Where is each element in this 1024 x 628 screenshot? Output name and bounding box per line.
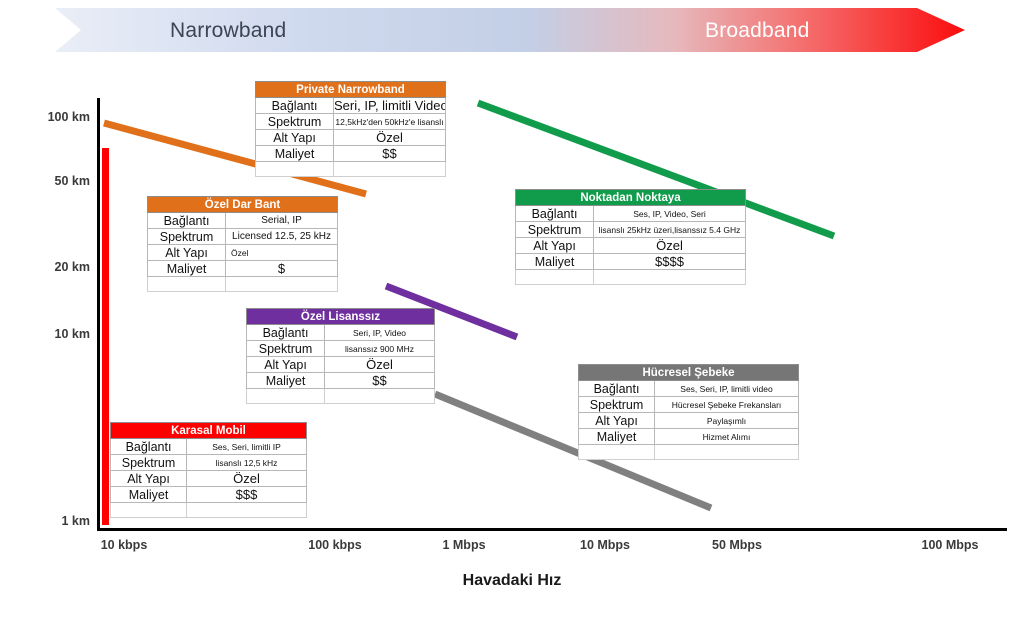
x-axis-title: Havadaki Hız [462, 572, 562, 589]
table-spacer-cell [515, 269, 594, 285]
cell-maliyet: $$ [333, 145, 446, 162]
cell-alt-yapi: Paylaşımlı [654, 412, 799, 429]
range-bar-karasal-mobil [102, 148, 109, 525]
table-title: Karasal Mobil [110, 422, 307, 439]
x-tick-label: 10 kbps [100, 538, 148, 552]
row-label-baglanti: Bağlantı [515, 205, 594, 222]
row-label-spektrum: Spektrum [515, 221, 594, 238]
row-label-spektrum: Spektrum [110, 454, 187, 471]
cell-maliyet: $$$ [186, 486, 307, 503]
cell-baglanti: Ses, Seri, limitli IP [186, 438, 307, 455]
row-label-spektrum: Spektrum [246, 340, 325, 357]
y-tick-label: 10 km [54, 327, 90, 341]
tech-table-noktadan-noktaya: Noktadan Noktaya Bağlantı Ses, IP, Video… [515, 189, 746, 285]
cell-baglanti: Serial, IP [224, 212, 339, 229]
cell-alt-yapi: Özel [593, 237, 746, 254]
x-tick-label: 100 kbps [308, 538, 362, 552]
table-spacer-cell [110, 502, 187, 518]
tech-table-ozel-dar-bant: Özel Dar Bant Bağlantı Serial, IP Spektr… [146, 196, 339, 292]
cell-baglanti: Seri, IP, Video [323, 324, 436, 341]
row-label-alt-yapi: Alt Yapı [255, 129, 334, 146]
row-label-maliyet: Maliyet [147, 260, 226, 277]
cell-maliyet: $$ [323, 372, 436, 389]
cell-maliyet: $$$$ [593, 253, 746, 270]
row-label-baglanti: Bağlantı [255, 97, 334, 114]
cell-maliyet: $ [224, 260, 339, 277]
cell-spektrum: lisanssız 900 MHz [323, 340, 436, 357]
table-title: Private Narrowband [255, 81, 446, 98]
cell-spektrum: Licensed 12.5, 25 kHz [224, 228, 339, 245]
table-spacer-cell [255, 161, 334, 177]
table-spacer-cell [578, 444, 655, 460]
banner-label-broadband: Broadband [705, 19, 810, 42]
banner-label-narrowband: Narrowband [170, 19, 287, 42]
cell-alt-yapi: Özel [333, 129, 446, 146]
table-title: Özel Lisanssız [245, 308, 436, 325]
row-label-maliyet: Maliyet [515, 253, 594, 270]
tech-table-hucresel-sebeke: Hücresel Şebeke Bağlantı Ses, Seri, IP, … [578, 364, 799, 460]
row-label-alt-yapi: Alt Yapı [246, 356, 325, 373]
row-label-alt-yapi: Alt Yapı [147, 244, 226, 261]
tech-table-ozel-lisanssiz: Özel Lisanssız Bağlantı Seri, IP, Video … [245, 308, 436, 404]
row-label-baglanti: Bağlantı [578, 380, 655, 397]
spectrum-banner: Narrowband Broadband [55, 8, 965, 52]
x-tick-label: 10 Mbps [579, 538, 631, 552]
table-spacer-cell [593, 269, 746, 285]
row-label-alt-yapi: Alt Yapı [578, 412, 655, 429]
x-tick-label: 50 Mbps [711, 538, 763, 552]
tech-table-karasal-mobil: Karasal Mobil Bağlantı Ses, Seri, limitl… [110, 422, 307, 518]
cell-spektrum: 12,5kHz'den 50kHz'e lisanslı [333, 113, 446, 130]
cell-baglanti: Seri, IP, limitli Video [333, 97, 446, 114]
cell-spektrum: Hücresel Şebeke Frekansları [654, 396, 799, 413]
table-spacer-cell [186, 502, 307, 518]
cell-alt-yapi: Özel [224, 244, 339, 261]
tech-table-private-narrowband: Private Narrowband Bağlantı Seri, IP, li… [255, 81, 446, 177]
table-spacer-cell [323, 388, 436, 404]
y-tick-label: 1 km [61, 514, 91, 528]
table-title: Hücresel Şebeke [578, 364, 799, 381]
row-label-maliyet: Maliyet [578, 428, 655, 445]
row-label-alt-yapi: Alt Yapı [110, 470, 187, 487]
y-tick-label: 50 km [54, 174, 90, 188]
y-tick-label: 100 km [47, 110, 90, 124]
row-label-maliyet: Maliyet [246, 372, 325, 389]
y-axis-line [97, 98, 100, 530]
row-label-baglanti: Bağlantı [147, 212, 226, 229]
y-axis-tick-labels: 100 km 50 km 20 km 10 km 1 km [12, 0, 90, 628]
table-spacer-cell [246, 388, 325, 404]
row-label-baglanti: Bağlantı [110, 438, 187, 455]
x-tick-label: 100 Mbps [921, 538, 979, 552]
cell-maliyet: Hizmet Alımı [654, 428, 799, 445]
table-spacer-cell [224, 276, 339, 292]
x-tick-label: 1 Mbps [442, 538, 486, 552]
row-label-baglanti: Bağlantı [246, 324, 325, 341]
table-spacer-cell [333, 161, 446, 177]
cell-baglanti: Ses, IP, Video, Seri [593, 205, 746, 222]
cell-alt-yapi: Özel [186, 470, 307, 487]
x-axis-line [97, 528, 1007, 531]
row-label-spektrum: Spektrum [255, 113, 334, 130]
table-spacer-cell [654, 444, 799, 460]
row-label-spektrum: Spektrum [147, 228, 226, 245]
row-label-maliyet: Maliyet [255, 145, 334, 162]
y-tick-label: 20 km [54, 260, 90, 274]
cell-spektrum: lisanslı 25kHz üzeri,lisanssız 5.4 GHz [593, 221, 746, 238]
table-title: Özel Dar Bant [146, 196, 339, 213]
table-title: Noktadan Noktaya [515, 189, 746, 206]
cell-spektrum: lisanslı 12,5 kHz [186, 454, 307, 471]
row-label-maliyet: Maliyet [110, 486, 187, 503]
row-label-spektrum: Spektrum [578, 396, 655, 413]
banner-chevron-shape [55, 8, 965, 52]
row-label-alt-yapi: Alt Yapı [515, 237, 594, 254]
table-spacer-cell [147, 276, 226, 292]
cell-baglanti: Ses, Seri, IP, limitli video [654, 380, 799, 397]
cell-alt-yapi: Özel [323, 356, 436, 373]
